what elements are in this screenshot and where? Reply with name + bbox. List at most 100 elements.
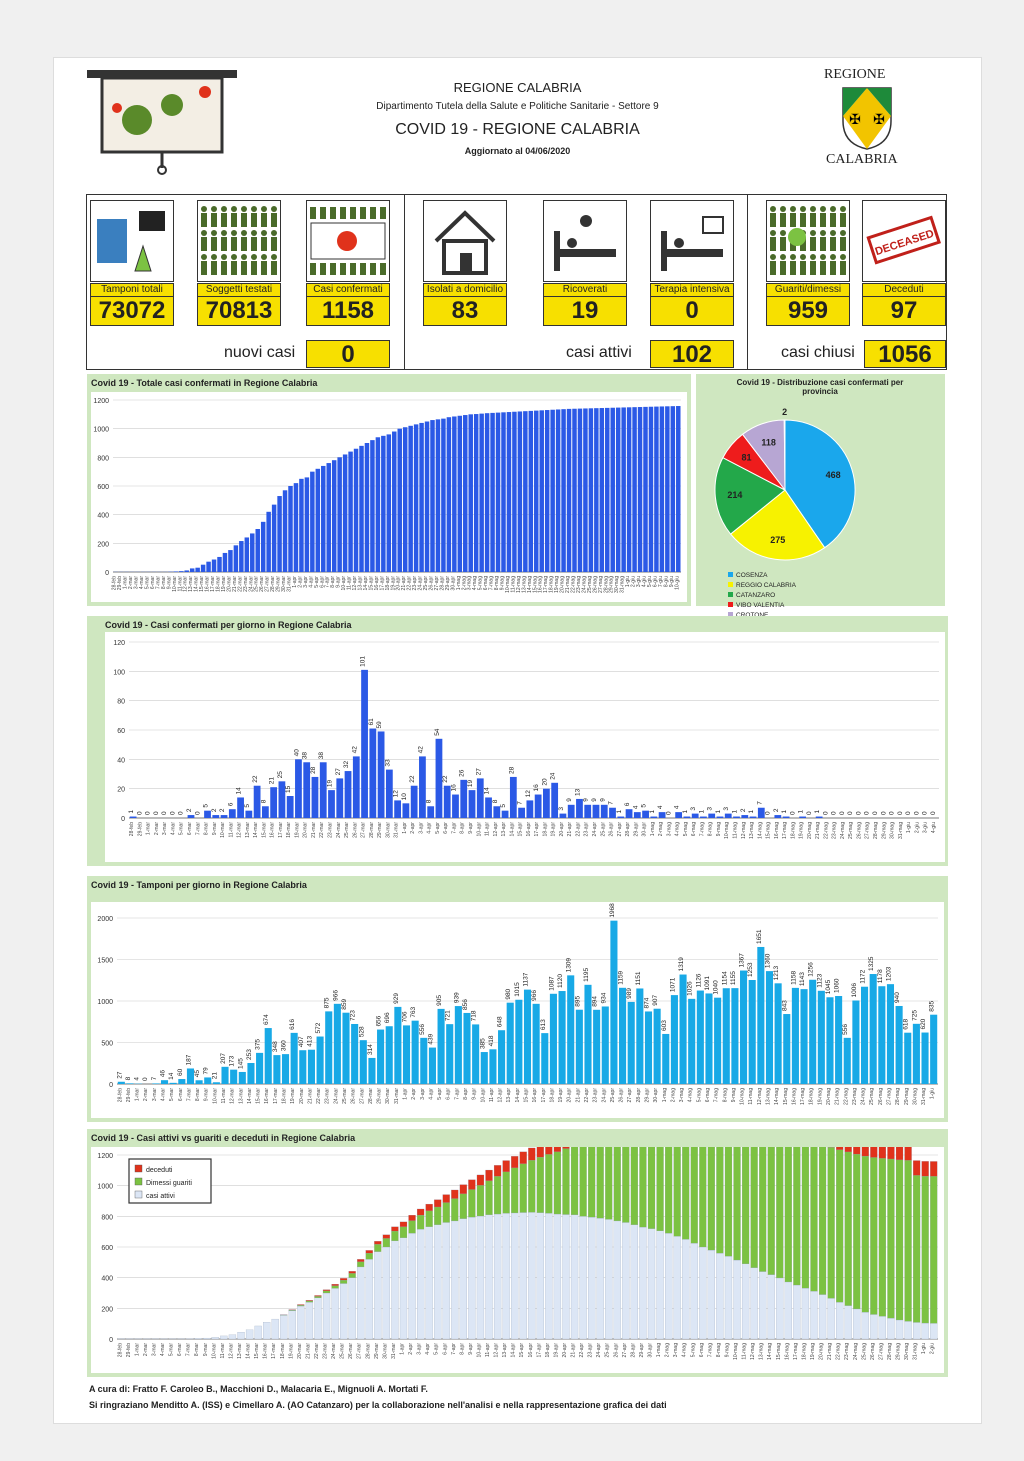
x-tick-label: 30-mar bbox=[385, 1088, 391, 1104]
bar bbox=[427, 806, 435, 818]
data-label: 418 bbox=[488, 1035, 495, 1046]
icu-bed-icon bbox=[650, 200, 734, 282]
x-tick-label: 13-apr bbox=[358, 576, 364, 591]
data-label: 4 bbox=[674, 805, 681, 809]
x-tick-label: 23-mag bbox=[832, 822, 838, 839]
x-tick-label: 9-mar bbox=[166, 576, 172, 589]
x-tick-label: 3-giu bbox=[923, 822, 929, 833]
person-body bbox=[840, 261, 846, 275]
x-tick-label: 6-apr bbox=[442, 1343, 448, 1355]
person-body bbox=[320, 207, 326, 219]
person-head bbox=[800, 206, 806, 212]
x-tick-label: 11-apr bbox=[489, 1088, 495, 1102]
person-body bbox=[830, 237, 836, 251]
bar bbox=[495, 412, 501, 572]
icu-bed-icon-graphic bbox=[661, 216, 724, 271]
x-tick-label: 24-mar bbox=[336, 822, 342, 838]
data-label: 9 bbox=[566, 798, 573, 802]
legend-swatch bbox=[728, 592, 733, 597]
data-label: 939 bbox=[453, 992, 460, 1003]
person-body bbox=[780, 213, 786, 227]
data-label: 0 bbox=[847, 811, 854, 815]
data-label: 3 bbox=[707, 807, 714, 811]
x-tick-label: 19-mag bbox=[817, 1088, 823, 1105]
x-tick-label: 15-mag bbox=[532, 576, 538, 593]
bar-segment bbox=[562, 1148, 570, 1215]
bar bbox=[809, 979, 817, 1084]
x-tick-label: 27-apr bbox=[617, 822, 623, 837]
data-label: 1026 bbox=[687, 981, 694, 996]
person-head bbox=[241, 206, 247, 212]
person-head bbox=[820, 230, 826, 236]
x-tick-label: 14-mar bbox=[253, 822, 259, 838]
x-tick-label: 4-apr bbox=[427, 822, 433, 834]
bar bbox=[413, 424, 419, 572]
data-label: 1 bbox=[128, 810, 135, 814]
y-tick-label: 120 bbox=[113, 640, 125, 647]
bar bbox=[369, 728, 377, 818]
data-label: 1006 bbox=[851, 983, 858, 998]
data-label: 7 bbox=[608, 801, 615, 805]
bar-segment bbox=[673, 1236, 681, 1340]
x-tick-label: 11-mar bbox=[221, 1088, 227, 1104]
bar-segment bbox=[545, 1154, 553, 1214]
data-label: 616 bbox=[289, 1019, 296, 1030]
header-dept: Dipartimento Tutela della Salute e Polit… bbox=[376, 101, 659, 112]
x-tick-label: 1-apr bbox=[292, 576, 298, 588]
bar-segment bbox=[288, 1310, 296, 1340]
person-body bbox=[380, 207, 386, 219]
bar-segment bbox=[280, 1315, 288, 1340]
x-tick-label: 1-mar bbox=[134, 1343, 140, 1356]
x-tick-label: 9-apr bbox=[468, 1343, 474, 1355]
bar bbox=[428, 1047, 436, 1084]
x-tick-label: 11-mag bbox=[510, 576, 516, 593]
data-label: 1045 bbox=[825, 979, 832, 994]
bar-segment bbox=[801, 1147, 810, 1289]
x-tick-label: 2-mar bbox=[154, 822, 160, 835]
bar-segment bbox=[707, 1249, 715, 1340]
data-label: 618 bbox=[903, 1018, 910, 1029]
bar-segment bbox=[767, 1147, 775, 1275]
bar-segment bbox=[399, 1221, 408, 1227]
bar bbox=[577, 408, 583, 572]
bar bbox=[615, 407, 621, 572]
person-body bbox=[810, 261, 816, 275]
x-tick-label: 10-mar bbox=[211, 1343, 217, 1359]
x-tick-label: 8-mag bbox=[708, 822, 714, 836]
bar-segment bbox=[254, 1325, 262, 1340]
bar bbox=[708, 813, 716, 818]
x-tick-label: 29-feb bbox=[117, 576, 123, 590]
data-label: 929 bbox=[393, 993, 400, 1004]
bar bbox=[617, 816, 625, 818]
bar bbox=[129, 816, 137, 818]
bar-segment bbox=[562, 1147, 570, 1149]
person-body bbox=[340, 263, 346, 275]
bar bbox=[610, 920, 618, 1084]
person-body bbox=[310, 263, 316, 275]
data-label: 894 bbox=[592, 996, 599, 1007]
person-head bbox=[810, 254, 816, 260]
data-label: 0 bbox=[905, 811, 912, 815]
x-tick-label: 17-mag bbox=[793, 1343, 799, 1360]
bar bbox=[344, 771, 352, 818]
data-label: 6 bbox=[227, 802, 234, 806]
bar bbox=[397, 428, 402, 572]
data-label: 0 bbox=[922, 811, 929, 815]
x-tick-label: 12-mar bbox=[228, 1343, 234, 1359]
person-body bbox=[790, 261, 796, 275]
bar-segment bbox=[502, 1160, 510, 1172]
x-tick-label: 28-mar bbox=[369, 822, 375, 838]
x-tick-label: 1-mag bbox=[662, 1088, 668, 1102]
bar-segment bbox=[340, 1278, 348, 1281]
x-tick-label: 23-apr bbox=[593, 1088, 599, 1103]
bar-segment bbox=[724, 1147, 733, 1257]
data-label: 4 bbox=[134, 1077, 141, 1081]
bar-segment bbox=[853, 1147, 861, 1155]
bar bbox=[774, 815, 782, 818]
x-tick-label: 15-apr bbox=[518, 822, 524, 837]
bar bbox=[316, 1036, 324, 1084]
bar-segment bbox=[502, 1213, 510, 1340]
person-head bbox=[211, 254, 217, 260]
bar bbox=[402, 1025, 411, 1084]
bar-segment bbox=[750, 1147, 758, 1268]
